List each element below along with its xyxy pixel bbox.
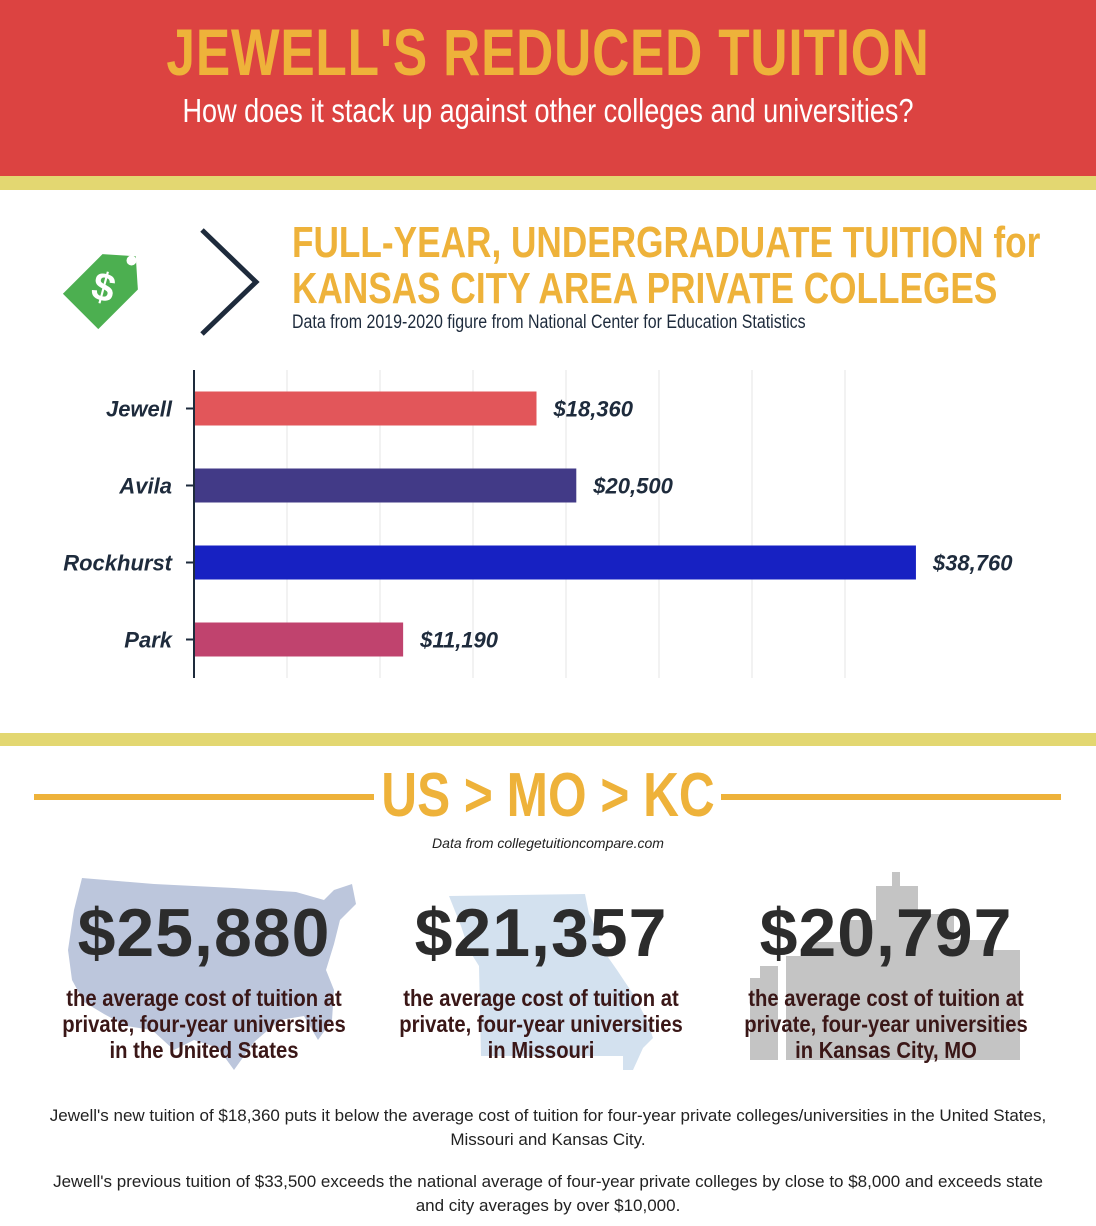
chart-title-line2: KANSAS CITY AREA PRIVATE COLLEGES [292, 264, 998, 313]
category-label: Rockhurst [63, 551, 173, 576]
chevron-right-icon [196, 226, 266, 343]
tuition-bar-chart: Jewell $18,360 Avila $20,500 Rockhurst $38,76… [63, 370, 1013, 678]
stat-missouri-value: $21,357 [414, 895, 668, 971]
header-divider [0, 176, 1096, 190]
category-label: Park [124, 628, 173, 653]
section-divider [0, 733, 1096, 746]
value-label: $20,500 [592, 474, 673, 499]
note-new-tuition: Jewell's new tuition of $18,360 puts it … [49, 1106, 1047, 1149]
stat-kansas-city: $20,797 the average cost of tuition at p… [716, 870, 1056, 1080]
bar [195, 468, 577, 503]
usa-map-icon [68, 878, 356, 1070]
stat-us-text: the average cost of tuition at private, … [62, 985, 346, 1063]
stat-kansas-city-value: $20,797 [759, 895, 1013, 971]
category-label: Jewell [106, 397, 173, 422]
missouri-map-icon [449, 894, 653, 1070]
chart-title-line1: FULL-YEAR, UNDERGRADUATE TUITION for [292, 218, 1041, 267]
value-label: $11,190 [419, 628, 499, 653]
chart-source: Data from 2019-2020 figure from National… [292, 312, 806, 333]
stat-missouri: $21,357 the average cost of tuition at p… [371, 870, 711, 1080]
bar [195, 391, 537, 426]
bar [195, 622, 404, 657]
price-tag-dollar-icon: $ [56, 226, 166, 341]
comparison-title: US > MO > KC [381, 761, 715, 830]
title-rule-left [34, 794, 374, 800]
note-previous-tuition: Jewell's previous tuition of $33,500 exc… [53, 1172, 1043, 1215]
stat-us-value: $25,880 [77, 895, 331, 971]
stat-missouri-text: the average cost of tuition at private, … [399, 985, 683, 1063]
comparison-source: Data from collegetuitioncompare.com [432, 835, 664, 851]
page-title: JEWELL'S REDUCED TUITION [166, 15, 930, 89]
bar [195, 545, 916, 580]
category-label: Avila [118, 474, 172, 499]
value-label: $38,760 [932, 551, 1013, 576]
header-banner [0, 0, 1096, 176]
stat-kansas-city-text: the average cost of tuition at private, … [744, 985, 1028, 1063]
page-subtitle: How does it stack up against other colle… [182, 92, 914, 129]
stat-us: $25,880 the average cost of tuition at p… [34, 870, 374, 1080]
chart-title: FULL-YEAR, UNDERGRADUATE TUITION for KAN… [292, 218, 1041, 313]
value-label: $18,360 [552, 397, 633, 422]
city-skyline-icon [750, 872, 1020, 1060]
title-rule-right [721, 794, 1061, 800]
